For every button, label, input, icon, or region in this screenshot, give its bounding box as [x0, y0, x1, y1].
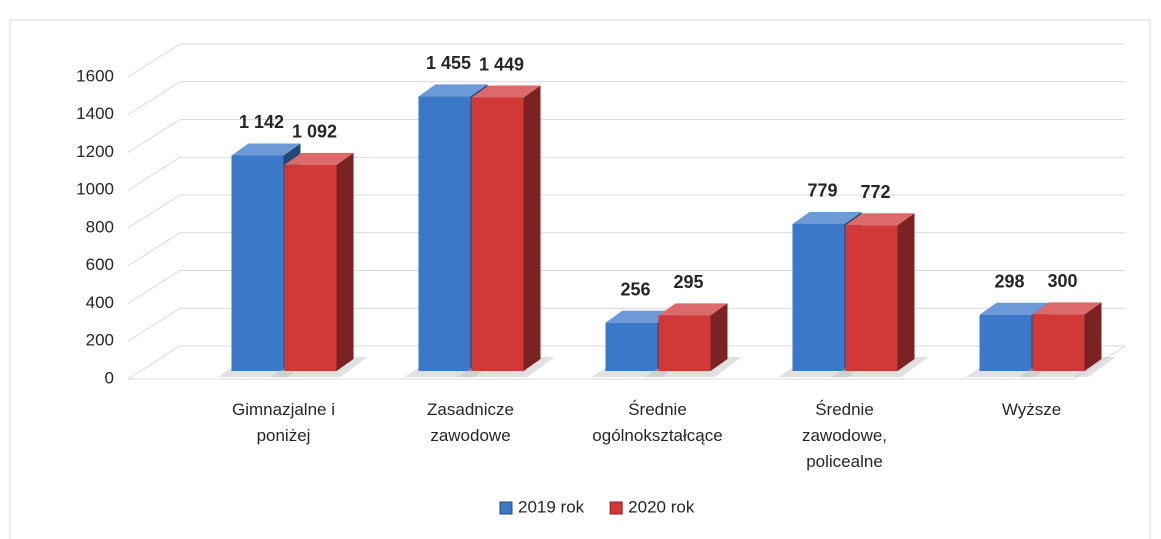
- bar: [658, 315, 711, 371]
- x-tick-label: Średnie zawodowe, policealne: [801, 400, 888, 471]
- value-label: 1 449: [479, 54, 524, 74]
- legend-label: 2019 rok: [518, 497, 585, 516]
- bar-top: [231, 143, 301, 156]
- y-tick-label: 1400: [76, 104, 114, 123]
- value-label: 1 455: [426, 53, 471, 73]
- bar: [231, 155, 284, 371]
- x-tick-label: Gimnazjalne i poniżej: [232, 400, 335, 445]
- bar: [979, 314, 1032, 371]
- bar-top: [1032, 302, 1102, 315]
- value-label: 295: [673, 272, 703, 292]
- bar: [471, 97, 524, 371]
- y-tick-label: 600: [86, 255, 114, 274]
- x-tick-label-box: Gimnazjalne i poniżej: [232, 400, 335, 445]
- x-tick-label: Zasadnicze zawodowe: [427, 400, 514, 445]
- x-tick-label-box: Wyższe: [1001, 400, 1062, 419]
- value-label: 256: [620, 279, 650, 299]
- bar-top: [792, 211, 862, 224]
- value-label: 300: [1047, 271, 1077, 291]
- grid-line: [127, 43, 1125, 78]
- y-tick-label: 1200: [76, 142, 114, 161]
- y-tick-label: 400: [86, 293, 114, 312]
- chart-frame: [9, 19, 1151, 539]
- x-tick-label: Wyższe: [1001, 400, 1062, 419]
- bar: [284, 164, 337, 371]
- grid-line: [127, 194, 1125, 229]
- bar-top: [471, 85, 541, 98]
- x-tick-label-box: Średnie ogólnokształcące: [592, 400, 723, 445]
- value-label: 1 142: [239, 112, 284, 132]
- x-tick-label-box: Średnie zawodowe, policealne: [801, 400, 888, 471]
- bar-side: [523, 85, 541, 371]
- grid-line: [127, 81, 1125, 116]
- bar-top: [418, 84, 488, 97]
- bar-side: [1084, 302, 1102, 371]
- bar: [1032, 314, 1085, 371]
- y-tick-label: 200: [86, 331, 114, 350]
- bar-side: [897, 213, 915, 371]
- x-axis-back-edge: [1072, 345, 1126, 380]
- value-label: 772: [860, 182, 890, 202]
- value-label: 1 092: [292, 122, 337, 142]
- legend-swatch: [609, 501, 623, 515]
- y-tick-label: 800: [86, 217, 114, 236]
- legend-label: 2020 rok: [628, 497, 695, 516]
- x-tick-label-box: Zasadnicze zawodowe: [427, 400, 514, 445]
- value-label: 298: [994, 272, 1024, 292]
- bar-top: [658, 303, 728, 316]
- bar-top: [284, 152, 354, 165]
- y-tick-label: 0: [105, 368, 114, 387]
- bar-side: [336, 152, 354, 371]
- bar: [845, 225, 898, 371]
- bar-top: [979, 302, 1049, 315]
- grid-line: [127, 119, 1125, 153]
- value-label: 779: [807, 181, 837, 201]
- grid-line: [127, 156, 1125, 191]
- bar-top: [845, 213, 915, 226]
- legend-swatch: [499, 501, 513, 515]
- bar: [605, 322, 658, 371]
- bar-side: [710, 303, 728, 371]
- bar: [418, 96, 471, 372]
- y-tick-label: 1600: [76, 66, 114, 85]
- y-tick-label: 1000: [76, 180, 114, 199]
- x-tick-label: Średnie ogólnokształcące: [592, 400, 723, 445]
- bar: [792, 223, 845, 371]
- bar-top: [605, 310, 675, 323]
